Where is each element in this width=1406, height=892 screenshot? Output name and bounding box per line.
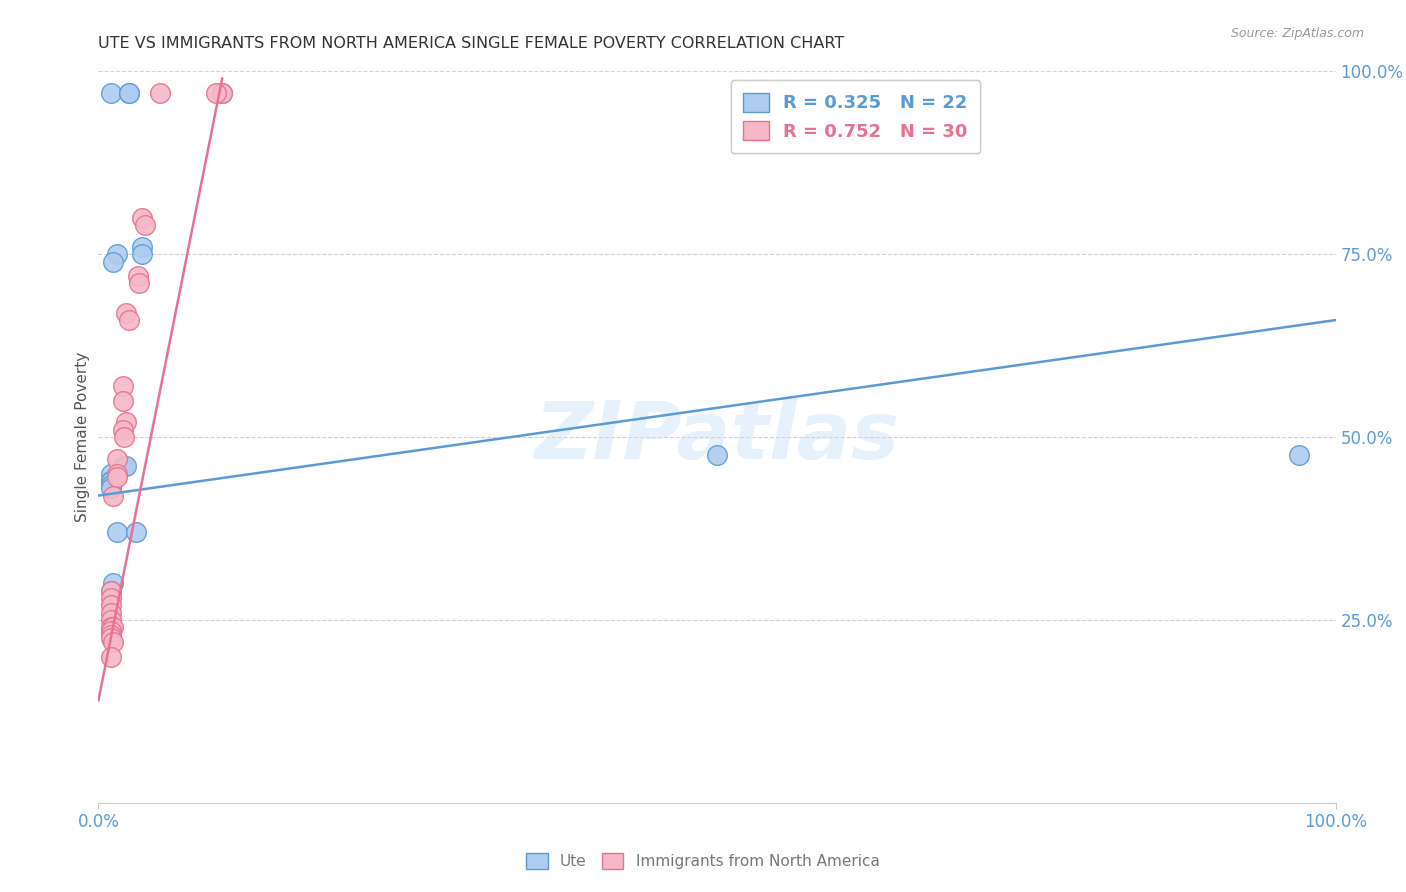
Point — [131, 211, 153, 225]
Point — [100, 649, 122, 664]
Point — [100, 474, 122, 488]
Point — [105, 467, 128, 481]
Point — [112, 379, 135, 393]
Point — [105, 470, 128, 484]
Point — [100, 583, 122, 598]
Point — [100, 613, 122, 627]
Point — [112, 423, 135, 437]
Point — [124, 525, 146, 540]
Point — [149, 87, 172, 101]
Point — [100, 467, 122, 481]
Legend: R = 0.325   N = 22, R = 0.752   N = 30: R = 0.325 N = 22, R = 0.752 N = 30 — [731, 80, 980, 153]
Point — [205, 87, 228, 101]
Text: UTE VS IMMIGRANTS FROM NORTH AMERICA SINGLE FEMALE POVERTY CORRELATION CHART: UTE VS IMMIGRANTS FROM NORTH AMERICA SIN… — [98, 36, 845, 51]
Point — [131, 247, 153, 261]
Point — [105, 525, 128, 540]
Point — [114, 306, 136, 320]
Point — [118, 87, 141, 101]
Point — [100, 477, 122, 491]
Point — [211, 87, 233, 101]
Point — [100, 632, 122, 646]
Point — [100, 474, 122, 488]
Point — [114, 459, 136, 474]
Legend: Ute, Immigrants from North America: Ute, Immigrants from North America — [520, 847, 886, 875]
Y-axis label: Single Female Poverty: Single Female Poverty — [75, 352, 90, 522]
Point — [128, 277, 150, 291]
Point — [1288, 449, 1310, 463]
Point — [114, 416, 136, 430]
Point — [100, 87, 122, 101]
Point — [103, 620, 125, 634]
Point — [134, 218, 156, 232]
Point — [100, 599, 122, 613]
Point — [103, 576, 125, 591]
Point — [103, 254, 125, 268]
Point — [131, 240, 153, 254]
Point — [100, 606, 122, 620]
Point — [118, 313, 141, 327]
Text: Source: ZipAtlas.com: Source: ZipAtlas.com — [1230, 27, 1364, 40]
Point — [100, 627, 122, 641]
Point — [706, 449, 728, 463]
Point — [100, 481, 122, 495]
Point — [100, 620, 122, 634]
Point — [211, 87, 233, 101]
Point — [112, 430, 135, 444]
Text: ZIPatlas: ZIPatlas — [534, 398, 900, 476]
Point — [103, 489, 125, 503]
Point — [105, 452, 128, 467]
Point — [103, 635, 125, 649]
Point — [100, 591, 122, 605]
Point — [100, 474, 122, 488]
Point — [100, 583, 122, 598]
Point — [127, 269, 149, 284]
Point — [100, 624, 122, 638]
Point — [105, 247, 128, 261]
Point — [112, 393, 135, 408]
Point — [118, 87, 141, 101]
Point — [112, 459, 135, 474]
